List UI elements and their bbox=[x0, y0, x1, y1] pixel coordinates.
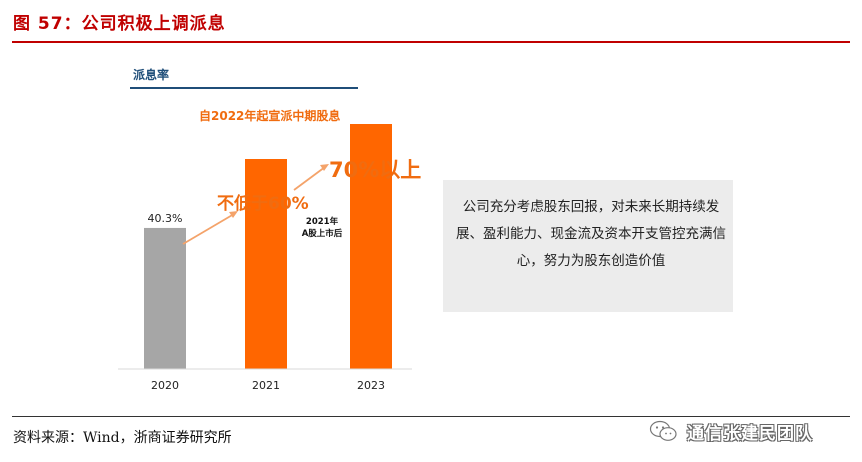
arrow-2021-to-2023 bbox=[293, 166, 326, 191]
wechat-icon bbox=[649, 420, 677, 441]
watermark: 通信张建民团队 bbox=[649, 416, 813, 446]
panel-label: 派息率 bbox=[133, 68, 170, 82]
arrow-head-2021 bbox=[229, 211, 238, 218]
arrow-2020-to-2021 bbox=[182, 213, 235, 245]
bar-2020 bbox=[144, 227, 186, 369]
data-label-2020: 40.3% bbox=[148, 212, 183, 225]
listing-note-line2: A股上市后 bbox=[302, 228, 343, 239]
source-note: 资料来源：Wind，浙商证券研究所 bbox=[13, 430, 232, 446]
watermark-text: 通信张建民团队 bbox=[687, 423, 813, 444]
listing-note-line1: 2021年 bbox=[306, 216, 339, 227]
side-note-box bbox=[443, 180, 733, 312]
source-divider bbox=[12, 416, 850, 417]
x-tick-2023: 2023 bbox=[357, 379, 385, 392]
x-tick-2021: 2021 bbox=[252, 379, 280, 392]
title-divider bbox=[12, 41, 850, 43]
note-2021: 不低于60% bbox=[217, 193, 309, 214]
note-2023: 70%以上 bbox=[329, 158, 421, 182]
side-note-text: 公司充分考虑股东回报，对未来长期持续发展、盈利能力、现金流及资本开支管控充满信心… bbox=[456, 199, 726, 269]
panel-divider bbox=[130, 87, 358, 89]
figure-title: 图 57：公司积极上调派息 bbox=[13, 14, 226, 34]
x-tick-2020: 2020 bbox=[151, 379, 179, 392]
arrow-head-2023 bbox=[320, 164, 329, 171]
bar-2023 bbox=[350, 124, 392, 369]
chart-subtitle: 自2022年起宣派中期股息 bbox=[199, 109, 341, 123]
bar-2021 bbox=[245, 159, 287, 369]
